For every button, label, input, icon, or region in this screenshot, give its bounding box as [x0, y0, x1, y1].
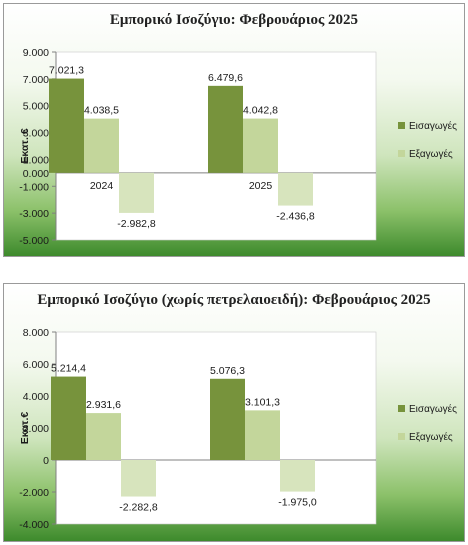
y-tick-label: 9.000	[23, 47, 49, 59]
legend-swatch	[398, 122, 405, 129]
category-label: 2024	[90, 180, 114, 192]
legend-label: Εξαγωγές	[409, 148, 453, 160]
bar	[245, 410, 280, 460]
y-tick-label: 2.000	[23, 423, 49, 435]
legend-swatch	[398, 433, 405, 440]
y-axis-label: Εκατ.€	[19, 412, 31, 445]
bar	[208, 85, 243, 173]
data-label: 6.479,6	[208, 72, 243, 84]
legend-label: Εισαγωγές	[409, 403, 457, 415]
y-tick-label: 8.000	[23, 327, 49, 339]
y-tick-label: 0.000	[23, 168, 49, 180]
category-label: 2025	[249, 180, 273, 192]
y-tick-label: 0	[43, 455, 49, 467]
chart-1-svg: 9.000 7.000 5.000 3.000 1.000 -1.000 -3.000 -5.…	[19, 47, 457, 247]
y-tick-label: -1.000	[19, 181, 49, 193]
data-label: 7.021,3	[49, 65, 84, 77]
bar	[119, 172, 154, 213]
data-label: -2.282,8	[119, 502, 158, 514]
bar	[49, 78, 84, 173]
y-axis-label: Εκατ. €	[19, 128, 31, 163]
bar	[243, 118, 278, 173]
y-tick-label: 7.000	[23, 74, 49, 86]
bar	[86, 413, 121, 460]
y-tick-label: 1.000	[23, 154, 49, 166]
data-label: 5.076,3	[210, 365, 245, 377]
bar	[84, 118, 119, 173]
data-label: 2.931,6	[86, 399, 121, 411]
data-label: -2.982,8	[117, 218, 156, 230]
y-tick-label: 6.000	[23, 359, 49, 371]
chart-title: Εμπορικό Ισοζύγιο (χωρίς πετρελαιοειδή):…	[37, 292, 431, 308]
legend-label: Εισαγωγές	[409, 120, 457, 132]
bar	[210, 378, 245, 460]
legend-label: Εξαγωγές	[409, 431, 453, 443]
bar	[278, 172, 313, 206]
bar	[121, 460, 156, 497]
bar	[280, 460, 315, 492]
chart-panel-2: Εμπορικό Ισοζύγιο (χωρίς πετρελαιοειδή):…	[3, 283, 465, 542]
y-tick-label: -3.000	[19, 208, 49, 220]
y-tick-label: 5.000	[23, 101, 49, 113]
y-tick-label: 3.000	[23, 128, 49, 140]
data-label: 4.042,8	[243, 105, 278, 117]
data-label: 5.214,4	[51, 363, 86, 375]
chart-title: Εμπορικό Ισοζύγιο: Φεβρουάριος 2025	[109, 12, 359, 28]
bar	[51, 376, 86, 460]
chart-2-svg: 8.000 6.000 4.000 2.000 0 -2.000 -4.000 5.214,4…	[19, 327, 457, 531]
y-tick-label: -5.000	[19, 235, 49, 247]
data-label: 4.038,5	[84, 105, 119, 117]
legend-swatch	[398, 405, 405, 412]
data-label: -2.436,8	[276, 211, 315, 223]
y-tick-label: 4.000	[23, 391, 49, 403]
data-label: -1.975,0	[278, 497, 317, 509]
y-tick-label: -2.000	[19, 487, 49, 499]
legend-swatch	[398, 150, 405, 157]
chart-panel-1: Εμπορικό Ισοζύγιο: Φεβρουάριος 2025 9.00…	[3, 3, 465, 257]
data-label: 3.101,3	[245, 396, 280, 408]
y-tick-label: -4.000	[19, 519, 49, 531]
